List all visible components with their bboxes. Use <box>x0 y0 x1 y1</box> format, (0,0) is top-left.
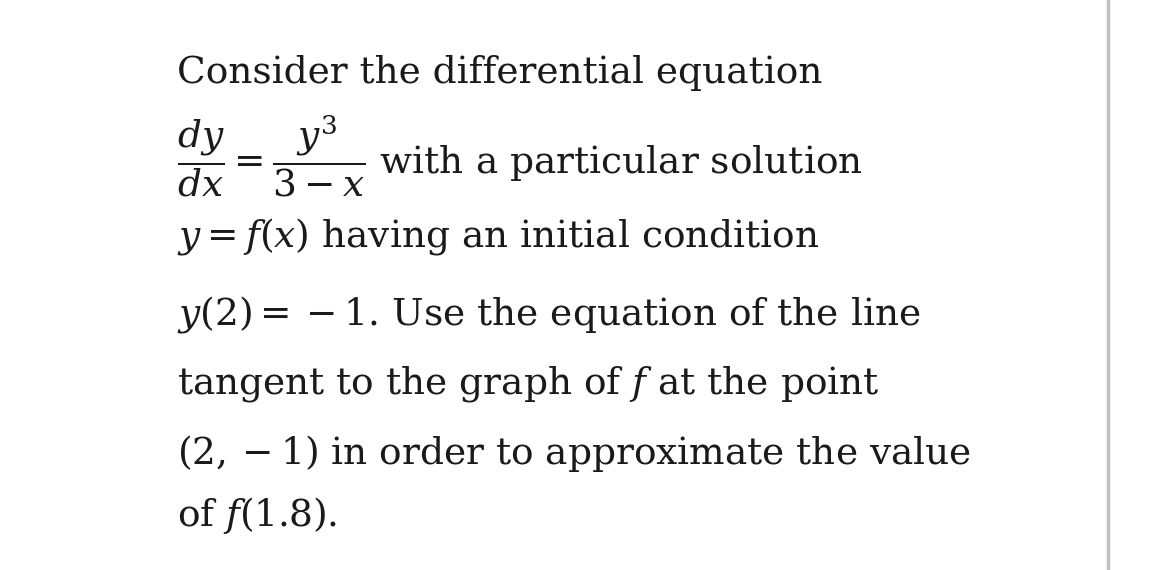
Text: $(2, -1)$ in order to approximate the value: $(2, -1)$ in order to approximate the va… <box>177 433 971 474</box>
Text: $\dfrac{dy}{dx} = \dfrac{y^3}{3-x}$ with a particular solution: $\dfrac{dy}{dx} = \dfrac{y^3}{3-x}$ with… <box>177 113 862 200</box>
Text: tangent to the graph of $f$ at the point: tangent to the graph of $f$ at the point <box>177 364 880 404</box>
Text: of $f(1.8)$.: of $f(1.8)$. <box>177 495 337 536</box>
Text: $y = f(x)$ having an initial condition: $y = f(x)$ having an initial condition <box>177 216 819 257</box>
Text: $y(2) = -1$. Use the equation of the line: $y(2) = -1$. Use the equation of the lin… <box>177 294 921 335</box>
Text: Consider the differential equation: Consider the differential equation <box>177 55 823 91</box>
